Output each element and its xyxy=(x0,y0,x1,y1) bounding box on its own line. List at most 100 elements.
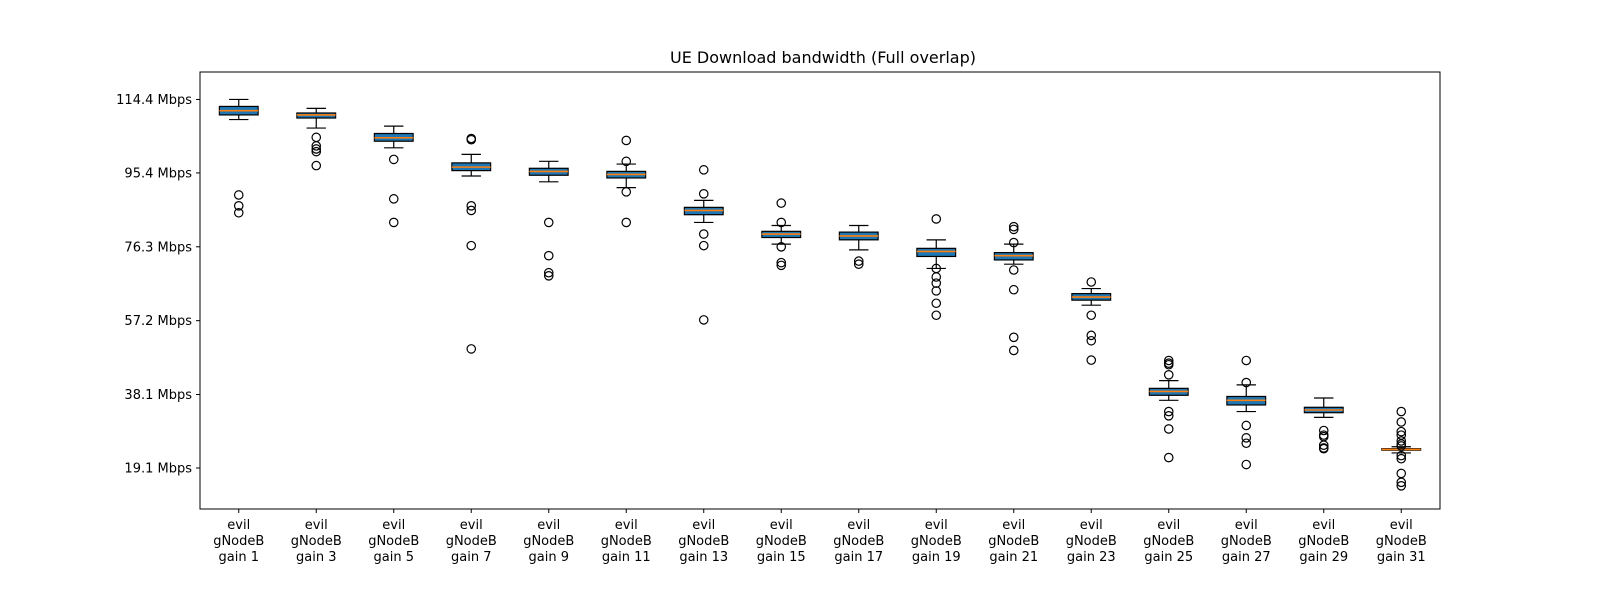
outlier-point xyxy=(1163,370,1174,380)
x-tick-label-line: gNodeB xyxy=(1221,534,1272,549)
outlier-point xyxy=(466,240,477,251)
outlier-point xyxy=(1086,277,1097,287)
x-tick-label: evil gNodeB gain 9 xyxy=(523,518,574,565)
outlier-point xyxy=(1241,438,1252,449)
x-tick-label-line: gNodeB xyxy=(291,534,342,549)
outlier-point xyxy=(1318,440,1329,450)
outlier-point xyxy=(931,214,942,224)
x-tick-label-line: evil xyxy=(305,518,328,533)
outlier-point xyxy=(1008,265,1019,275)
x-tick-label-line: gain 9 xyxy=(529,550,569,565)
outlier-point xyxy=(698,189,709,199)
boxes-layer xyxy=(218,98,1422,491)
outlier-point xyxy=(1241,433,1252,443)
x-tick-label-line: gain 29 xyxy=(1299,550,1348,565)
x-tick-label: evil gNodeB gain 17 xyxy=(833,518,884,565)
outlier-point xyxy=(1163,452,1174,463)
outlier-point xyxy=(853,256,864,266)
outlier-point xyxy=(1318,443,1329,454)
x-tick-label: evil gNodeB gain 15 xyxy=(756,518,807,565)
box-group xyxy=(683,165,724,325)
x-tick-label-line: gNodeB xyxy=(678,534,729,549)
outlier-point xyxy=(1396,480,1407,491)
x-tick-label-line: evil xyxy=(537,518,560,533)
outlier-point xyxy=(1086,330,1097,341)
box-group xyxy=(1226,355,1267,470)
outlier-point xyxy=(621,135,632,146)
box-group xyxy=(916,214,957,321)
box-group xyxy=(373,125,414,228)
x-tick-label-line: evil xyxy=(1002,518,1025,533)
outlier-point xyxy=(311,132,322,143)
y-tick-label: 57.2 Mbps xyxy=(124,314,192,329)
outlier-point xyxy=(776,257,787,268)
outlier-point xyxy=(543,217,554,228)
x-tick-label-line: gNodeB xyxy=(756,534,807,549)
x-tick-label: evil gNodeB gain 31 xyxy=(1376,518,1427,565)
box-group xyxy=(606,135,647,228)
outlier-point xyxy=(1008,345,1019,356)
x-tick-label-line: evil xyxy=(615,518,638,533)
x-tick-label-line: evil xyxy=(460,518,483,533)
outlier-point xyxy=(1241,377,1252,388)
chart-title: UE Download bandwidth (Full overlap) xyxy=(670,48,976,67)
outlier-point xyxy=(1396,453,1407,464)
outlier-point xyxy=(698,229,709,239)
box-group xyxy=(1381,406,1422,491)
outlier-point xyxy=(1396,417,1407,427)
outlier-point xyxy=(466,344,477,354)
outlier-point xyxy=(776,260,787,271)
outlier-point xyxy=(1086,355,1097,365)
outlier-point xyxy=(621,217,632,228)
x-tick-label: evil gNodeB gain 3 xyxy=(291,518,342,565)
box xyxy=(916,247,957,258)
outlier-point xyxy=(311,141,322,151)
x-tick-label-line: gain 1 xyxy=(219,550,259,565)
outlier-point xyxy=(1396,426,1407,437)
outlier-point xyxy=(931,298,942,309)
outlier-point xyxy=(1163,424,1174,434)
box-group xyxy=(838,224,879,270)
outlier-point xyxy=(776,198,787,208)
outlier-point xyxy=(1008,284,1019,295)
outlier-point xyxy=(931,278,942,288)
x-tick-label-line: gNodeB xyxy=(988,534,1039,549)
box-group xyxy=(451,133,492,354)
x-tick-label-line: evil xyxy=(1390,518,1413,533)
outlier-point xyxy=(388,154,399,165)
y-axis: 19.1 Mbps 38.1 Mbps 57.2 Mbps 76.3 Mbps 95.4… xyxy=(116,93,200,477)
x-tick-label-line: gain 15 xyxy=(757,550,806,565)
outlier-point xyxy=(311,146,322,157)
x-tick-label-line: gain 17 xyxy=(834,550,883,565)
x-tick-label-line: evil xyxy=(227,518,250,533)
x-tick-label: evil gNodeB gain 27 xyxy=(1221,518,1272,565)
plot-frame xyxy=(199,71,1441,510)
x-tick-label-line: gNodeB xyxy=(1376,534,1427,549)
outlier-point xyxy=(466,201,477,211)
x-tick-label-line: gNodeB xyxy=(446,534,497,549)
outlier-point xyxy=(1163,406,1174,417)
x-tick-label-line: gNodeB xyxy=(911,534,962,549)
outlier-point xyxy=(1008,221,1019,232)
y-tick-label: 76.3 Mbps xyxy=(124,240,192,255)
y-tick-label: 95.4 Mbps xyxy=(124,166,192,181)
x-tick-label-line: gNodeB xyxy=(213,534,264,549)
outlier-point xyxy=(1396,441,1407,451)
x-tick-label-line: gain 21 xyxy=(989,550,1038,565)
x-tick-label: evil gNodeB gain 11 xyxy=(601,518,652,565)
outlier-point xyxy=(1241,355,1252,366)
box-group xyxy=(1071,277,1112,365)
x-tick-label: evil gNodeB gain 13 xyxy=(678,518,729,565)
x-tick-label: evil gNodeB gain 21 xyxy=(988,518,1039,565)
outlier-point xyxy=(388,194,399,204)
box-group xyxy=(993,221,1034,356)
x-tick-label-line: evil xyxy=(847,518,870,533)
outlier-point xyxy=(543,267,554,278)
y-tick-label: 38.1 Mbps xyxy=(124,388,192,403)
outlier-point xyxy=(1008,332,1019,343)
outlier-point xyxy=(698,165,709,175)
x-tick-label: evil gNodeB gain 1 xyxy=(213,518,264,565)
x-tick-label-line: gNodeB xyxy=(1298,534,1349,549)
x-tick-label: evil gNodeB gain 19 xyxy=(911,518,962,565)
